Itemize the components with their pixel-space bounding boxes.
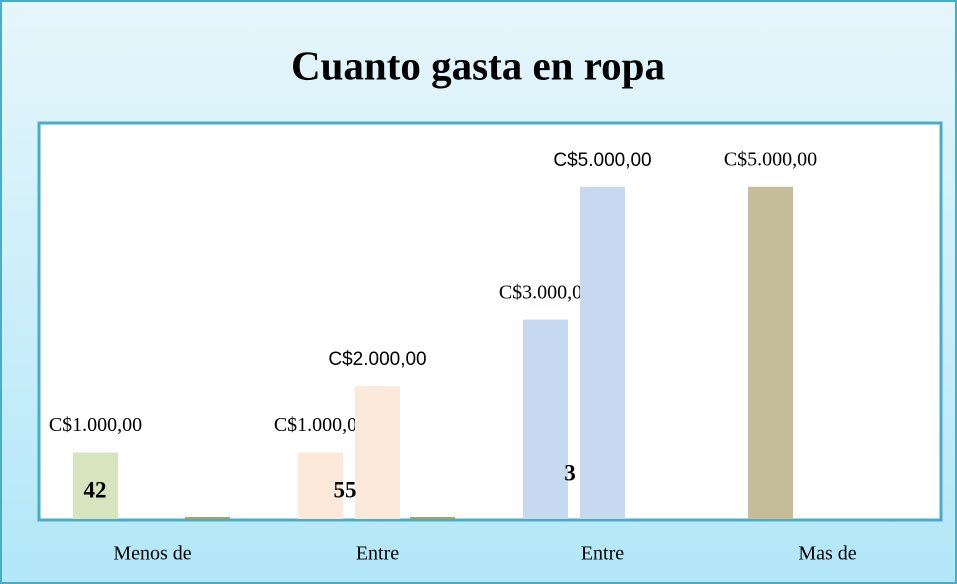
value-label: C$5.000,00 bbox=[724, 148, 817, 170]
count-label: 42 bbox=[84, 477, 107, 502]
bar bbox=[748, 186, 793, 519]
value-label: C$1.000,00 bbox=[49, 414, 142, 436]
bar bbox=[410, 517, 455, 519]
bar bbox=[580, 186, 625, 519]
x-tick-label: Mas de bbox=[798, 543, 856, 565]
plot-area bbox=[37, 121, 943, 522]
count-label: 55 bbox=[334, 477, 357, 502]
value-label: C$2.000,00 bbox=[328, 349, 426, 370]
bar bbox=[355, 386, 400, 519]
x-tick-label: Entre bbox=[581, 543, 624, 565]
bar bbox=[523, 319, 568, 519]
x-tick-label: Entre bbox=[356, 543, 399, 565]
value-label: C$3.000,00 bbox=[499, 281, 592, 303]
bar bbox=[73, 452, 118, 519]
bar bbox=[298, 452, 343, 519]
chart-title: Cuanto gasta en ropa bbox=[291, 42, 665, 88]
x-tick-label: Menos de bbox=[113, 543, 191, 565]
count-label: 3 bbox=[564, 460, 576, 485]
value-label: C$1.000,00 bbox=[274, 414, 367, 436]
bar bbox=[185, 517, 230, 519]
value-label: C$5.000,00 bbox=[553, 150, 651, 171]
